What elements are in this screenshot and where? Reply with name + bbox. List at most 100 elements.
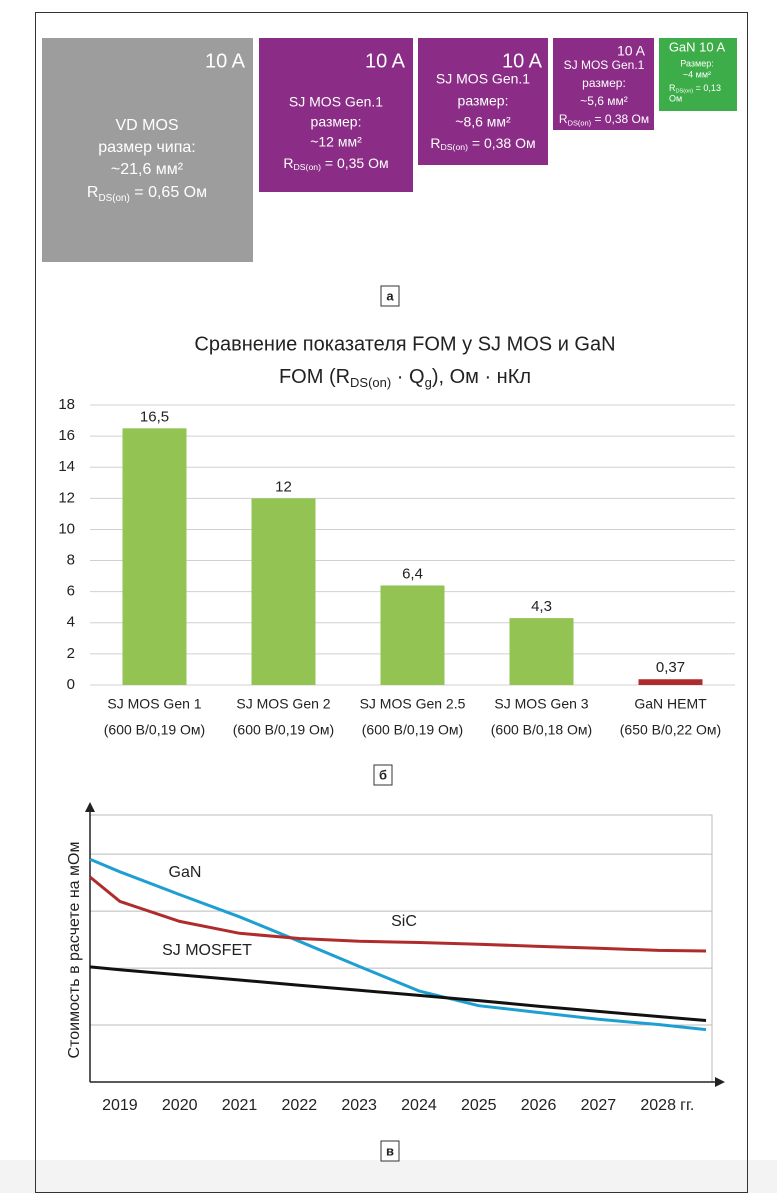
panel-label-box [380,1140,400,1162]
x-tick-label: 2024 [401,1097,437,1114]
series-label: SJ MOSFET [162,942,252,959]
resistance-text: RDS(on) = 0,38 Ом [559,112,649,127]
r-subscript: DS(on) [676,89,694,95]
x-tick-note: (650 В/0,22 Ом) [620,722,721,738]
x-tick-label: GaN HEMT [634,696,707,712]
chip-line: ~4 мм² [683,69,711,79]
chip-box [42,38,253,262]
chip-box [259,38,413,192]
x-tick-label: 2028 [640,1097,676,1114]
value-label: 12 [275,478,292,495]
y-tick-label: 12 [58,489,75,506]
r-symbol: R [430,135,440,151]
panel-label-box [380,285,400,307]
subtitle-subscript: g [425,375,432,390]
r-subscript: DS(on) [568,119,592,128]
r-value: = 0,38 Ом [468,135,536,151]
subtitle-part: FOM (R [279,366,350,388]
panel-label-box [373,764,393,786]
chip-line: размер: [311,114,362,130]
bar [122,428,187,685]
chip-line: ~12 мм² [310,134,362,150]
chip-current: 10 A [365,50,406,72]
subtitle-subscript: DS(on) [350,375,391,390]
x-tick-label: SJ MOS Gen 3 [494,696,588,712]
chart-title: Сравнение показателя FOM у SJ MOS и GaN [194,333,615,355]
x-tick-label: 2026 [521,1097,557,1114]
y-tick-label: 4 [67,614,75,631]
x-tick-label: SJ MOS Gen 1 [107,696,201,712]
x-tick-label: 2025 [461,1097,497,1114]
y-tick-label: 10 [58,520,75,537]
series-line [89,965,707,1022]
chip-line: размер: [582,76,626,90]
panel-label: а [386,288,394,303]
bar [509,618,574,685]
series-line [89,857,707,1032]
y-tick-label: 16 [58,427,75,444]
y-tick-label: 6 [67,583,75,600]
chip-box [659,38,737,111]
r-symbol: R [669,83,676,93]
r-subscript: DS(on) [98,192,129,203]
x-tick-label: SJ MOS Gen 2 [236,696,330,712]
series-label: GaN [169,864,202,881]
panel-label: б [379,767,387,782]
chip-box [553,38,654,130]
chip-line: Ом [669,93,682,103]
chip-line: VD MOS [115,117,178,134]
chip-line: SJ MOS Gen.1 [289,94,383,110]
y-axis-label: Стоимость в расчете на мОм [66,842,83,1059]
chip-line: размер чипа: [98,139,195,156]
x-tick-label: 2022 [282,1097,318,1114]
series-line [89,875,707,953]
subtitle-part: ), Ом · нКл [432,366,531,388]
r-value: = 0,38 Ом [591,112,649,126]
x-tick-label: 2019 [102,1097,138,1114]
r-subscript: DS(on) [441,142,469,152]
resistance-text: RDS(on) = 0,65 Ом [87,184,207,203]
r-value: = 0,65 Ом [130,184,207,201]
bar [380,585,445,685]
x-tick-note: (600 В/0,18 Ом) [491,722,592,738]
series-label: SiC [391,913,417,930]
chart-subtitle: FOM (RDS(on) · Qg), Ом · нКл [279,366,531,390]
bar [251,498,316,685]
x-tick-label: 2023 [341,1097,377,1114]
r-symbol: R [283,155,293,171]
y-tick-label: 14 [58,458,75,475]
chip-line: SJ MOS Gen.1 [436,71,530,87]
y-tick-label: 18 [58,396,75,413]
y-tick-label: 0 [67,676,75,693]
x-tick-label: 2020 [162,1097,198,1114]
x-tick-label: 2027 [581,1097,617,1114]
bar [638,679,703,685]
y-axis-arrow [85,802,95,812]
chip-current: GaN 10 A [669,39,726,54]
r-subscript: DS(on) [294,162,322,172]
chip-line: ~5,6 мм² [580,94,628,108]
footer-band [0,1160,777,1193]
r-value: = 0,35 Ом [321,155,389,171]
resistance-text: RDS(on) = 0,38 Ом [430,135,535,153]
x-tick-label: 2021 [222,1097,258,1114]
x-axis-arrow [715,1077,725,1087]
x-tick-note: (600 В/0,19 Ом) [104,722,205,738]
panel-label: в [386,1143,394,1158]
chip-line: Размер: [680,58,713,68]
chip-line: ~21,6 мм² [111,161,184,178]
value-label: 16,5 [140,408,169,425]
chip-current: 10 A [502,50,543,72]
y-tick-label: 8 [67,552,75,569]
value-label: 0,37 [656,659,685,676]
y-tick-label: 2 [67,645,75,662]
x-tick-note: (600 В/0,19 Ом) [233,722,334,738]
value-label: 4,3 [531,598,552,615]
chip-current: 10 A [617,43,646,59]
chip-box [418,38,548,165]
chip-line: ~8,6 мм² [455,114,511,130]
x-tick-label: SJ MOS Gen 2.5 [360,696,466,712]
r-symbol: R [87,184,99,201]
chip-current: 10 A [205,50,246,72]
subtitle-part: · Q [391,366,424,388]
